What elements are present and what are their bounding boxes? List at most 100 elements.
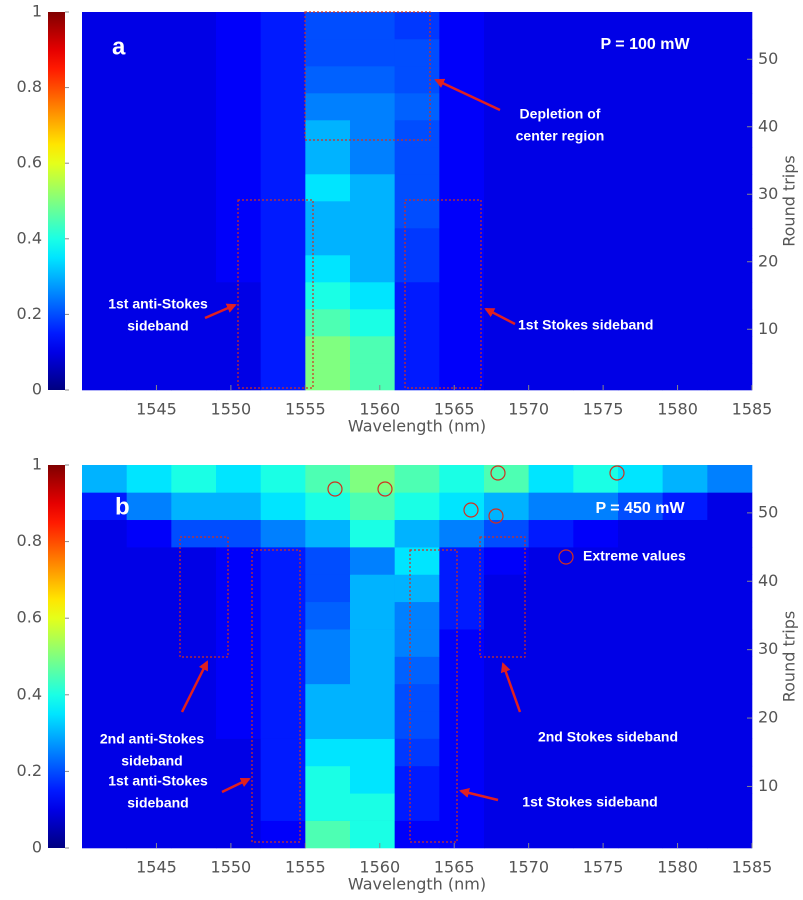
heatmap-cell: [528, 574, 574, 603]
heatmap-cell: [394, 174, 440, 202]
heatmap-cell: [394, 629, 440, 657]
heatmap-cell: [573, 255, 619, 283]
heatmap-cell: [439, 683, 485, 712]
heatmap-cell: [305, 519, 351, 548]
heatmap-cell: [439, 711, 485, 739]
heatmap-cell: [216, 793, 261, 821]
heatmap-cell: [171, 629, 217, 657]
heatmap-cell: [394, 228, 440, 256]
heatmap-cell: [171, 738, 217, 767]
heatmap-cell: [394, 765, 440, 794]
heatmap-cell: [171, 309, 217, 337]
heatmap-cell: [82, 629, 127, 657]
heatmap-cell: [439, 547, 485, 575]
heatmap-cell: [350, 601, 395, 630]
heatmap-cell: [216, 12, 261, 40]
heatmap-cell: [171, 519, 217, 548]
x-tick-label: 1560: [359, 400, 400, 419]
x-tick-label: 1575: [583, 400, 624, 419]
heatmap-cell: [305, 656, 351, 685]
colorbar-tick-label: 1: [32, 455, 42, 474]
heatmap-cell: [707, 66, 753, 94]
x-tick-label: 1570: [508, 400, 549, 419]
extreme-marker: [488, 508, 504, 524]
heatmap-cell: [171, 93, 217, 121]
heatmap-cell: [260, 738, 306, 767]
heatmap-cell: [573, 629, 619, 657]
heatmap-cell: [528, 519, 574, 548]
heatmap-cell: [618, 309, 663, 337]
heatmap-cell: [126, 201, 172, 229]
x-tick-label: 1560: [359, 858, 400, 877]
heatmap-cell: [260, 547, 306, 575]
heatmap-cell: [484, 336, 529, 364]
heatmap-cell: [662, 336, 708, 364]
heatmap-cell: [484, 492, 529, 521]
colorbar-tick-label: 0.8: [17, 77, 42, 96]
heatmap-cell: [573, 683, 619, 712]
heatmap-cell: [484, 201, 529, 229]
heatmap-cell: [82, 656, 127, 685]
heatmap-cell: [216, 93, 261, 121]
heatmap-cell: [573, 765, 619, 794]
heatmap-cell: [662, 793, 708, 821]
heatmap-cell: [484, 601, 529, 630]
heatmap-cell: [618, 465, 663, 493]
heatmap-cell: [528, 39, 574, 67]
extreme-marker: [490, 465, 506, 481]
heatmap-cell: [484, 147, 529, 175]
heatmap-cell: [350, 793, 395, 821]
heatmap-cell: [528, 492, 574, 521]
y-tick-label: 40: [758, 116, 778, 135]
heatmap-cell: [707, 174, 753, 202]
x-tick-label: 1585: [732, 400, 773, 419]
heatmap-cell: [126, 66, 172, 94]
colorbar-tick-label: 0.6: [17, 608, 42, 627]
heatmap-cell: [528, 336, 574, 364]
colorbar-tick-label: 0.4: [17, 684, 42, 703]
heatmap-cell: [126, 147, 172, 175]
heatmap-cell: [350, 711, 395, 739]
heatmap-cell: [439, 738, 485, 767]
annotation: sideband: [127, 795, 188, 811]
heatmap-cell: [350, 93, 395, 121]
heatmap-cell: [350, 228, 395, 256]
heatmap-cell: [618, 228, 663, 256]
heatmap-cell: [707, 336, 753, 364]
heatmap-cell: [350, 656, 395, 685]
heatmap-cell: [662, 147, 708, 175]
x-tick-label: 1585: [732, 858, 773, 877]
heatmap-cell: [484, 574, 529, 603]
heatmap-cell: [171, 574, 217, 603]
heatmap-cell: [484, 120, 529, 148]
x-tick-label: 1555: [285, 400, 326, 419]
x-tick-label: 1545: [136, 858, 177, 877]
annotation: center region: [516, 128, 605, 144]
heatmap-cell: [394, 336, 440, 364]
heatmap-cell: [707, 738, 753, 767]
heatmap-cell: [484, 282, 529, 310]
y-tick-label: 30: [758, 639, 778, 658]
heatmap-cell: [216, 39, 261, 67]
heatmap-cell: [662, 12, 708, 40]
heatmap-cell: [216, 629, 261, 657]
heatmap-cell: [216, 820, 261, 849]
heatmap-cell: [126, 683, 172, 712]
heatmap-cell: [350, 738, 395, 767]
heatmap-cell: [126, 465, 172, 493]
heatmap-cell: [707, 574, 753, 603]
heatmap-cell: [350, 765, 395, 794]
heatmap-cell: [662, 201, 708, 229]
heatmap-cell: [484, 174, 529, 202]
annotation: sideband: [121, 753, 182, 769]
heatmap-cell: [707, 255, 753, 283]
heatmap-cell: [707, 282, 753, 310]
heatmap-cell: [305, 282, 351, 310]
heatmap-cell: [171, 201, 217, 229]
heatmap-cell: [573, 201, 619, 229]
heatmap-cell: [260, 336, 306, 364]
heatmap-cell: [662, 519, 708, 548]
heatmap-cell: [618, 574, 663, 603]
heatmap-cell: [305, 629, 351, 657]
heatmap-cell: [216, 147, 261, 175]
